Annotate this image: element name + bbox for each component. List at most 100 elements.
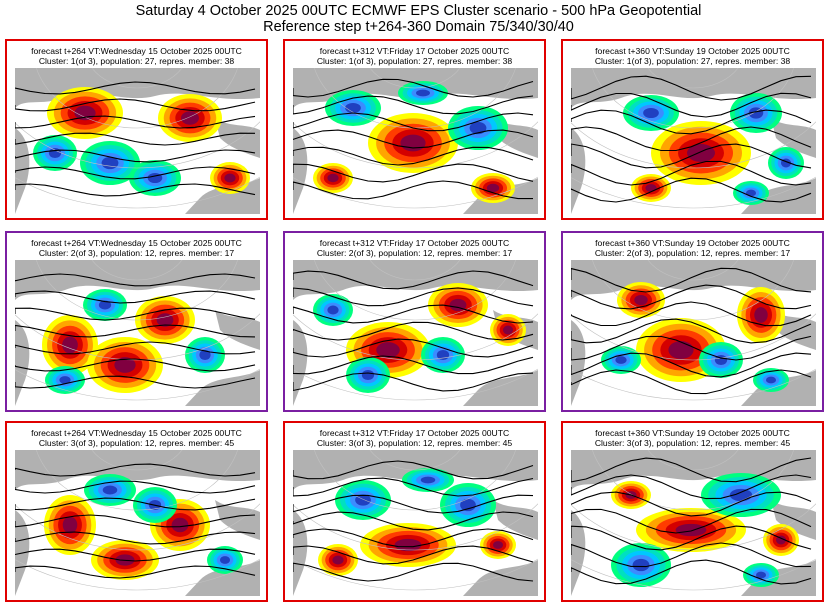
- geopotential-contour: [293, 270, 534, 290]
- geopotential-contour: [15, 149, 256, 163]
- land-mass: [741, 560, 816, 596]
- geopotential-contour: [293, 528, 534, 548]
- land-mass: [463, 560, 538, 596]
- graticule-line: [293, 503, 538, 551]
- map-layer: [571, 450, 816, 596]
- graticule-line: [592, 450, 794, 511]
- geopotential-contour: [15, 183, 256, 197]
- graticule-line: [36, 450, 238, 511]
- geopotential-contour: [293, 511, 534, 531]
- negative-anomaly-blob: [611, 543, 671, 587]
- land-mass: [741, 178, 816, 214]
- positive-anomaly-blob: [318, 544, 358, 576]
- positive-anomaly-blob: [360, 523, 456, 567]
- panel-cluster3-t312[interactable]: forecast t+312 VT:Friday 17 October 2025…: [283, 421, 546, 602]
- graticule-line: [91, 260, 183, 281]
- panel-cluster2-t360[interactable]: forecast t+360 VT:Sunday 19 October 2025…: [561, 231, 824, 412]
- geopotential-contour: [571, 160, 812, 186]
- geopotential-contour: [293, 321, 534, 341]
- geopotential-contour: [571, 301, 812, 327]
- graticule-line: [36, 260, 238, 321]
- anomaly-map: [293, 450, 538, 596]
- map-layer: [15, 68, 260, 214]
- geopotential-contour: [571, 335, 812, 361]
- geopotential-contour: [293, 355, 534, 375]
- land-mass: [571, 128, 586, 214]
- graticule-line: [15, 176, 260, 209]
- graticule-line: [293, 121, 538, 169]
- panel-cluster3-t360[interactable]: forecast t+360 VT:Sunday 19 October 2025…: [561, 421, 824, 602]
- panel-forecast-label: forecast t+264 VT:Wednesday 15 October 2…: [31, 46, 242, 56]
- geopotential-contour: [571, 369, 812, 395]
- geopotential-contour: [571, 177, 812, 203]
- graticule-line: [369, 450, 461, 471]
- panel-forecast-label: forecast t+312 VT:Friday 17 October 2025…: [319, 46, 510, 56]
- land-mass: [571, 510, 586, 596]
- geopotential-contour: [293, 545, 534, 565]
- positive-anomaly-blob: [44, 495, 96, 555]
- geopotential-contour: [15, 273, 256, 287]
- graticule-line: [293, 176, 538, 209]
- panel-cluster-label: Cluster: 1(of 3), population: 27, repres…: [316, 56, 513, 66]
- geopotential-contour: [293, 78, 534, 98]
- geopotential-contour: [15, 115, 256, 129]
- geopotential-contour: [15, 341, 256, 355]
- panel-cluster1-t360[interactable]: forecast t+360 VT:Sunday 19 October 2025…: [561, 39, 824, 220]
- land-mass: [185, 560, 260, 596]
- land-mass: [215, 310, 260, 350]
- negative-anomaly-blob: [402, 468, 454, 492]
- graticule-line: [571, 368, 816, 401]
- positive-anomaly-blob: [87, 337, 163, 393]
- geopotential-contour: [293, 338, 534, 358]
- geopotential-contour: [293, 287, 534, 307]
- panel-cluster2-t264[interactable]: forecast t+264 VT:Wednesday 15 October 2…: [5, 231, 268, 412]
- panel-forecast-label: forecast t+360 VT:Sunday 19 October 2025…: [595, 428, 790, 438]
- negative-anomaly-blob: [701, 473, 781, 517]
- geopotential-contour: [15, 290, 256, 304]
- geopotential-contour: [15, 132, 256, 146]
- land-mass: [493, 500, 538, 540]
- graticule-line: [314, 260, 516, 321]
- graticule-line: [571, 558, 816, 591]
- geopotential-contour: [15, 307, 256, 321]
- panel-cluster3-t264[interactable]: forecast t+264 VT:Wednesday 15 October 2…: [5, 421, 268, 602]
- negative-anomaly-blob: [768, 147, 804, 179]
- geopotential-contour: [15, 324, 256, 338]
- positive-anomaly-blob: [737, 287, 785, 343]
- panel-cluster1-t312[interactable]: forecast t+312 VT:Friday 17 October 2025…: [283, 39, 546, 220]
- geopotential-contour: [293, 304, 534, 324]
- geopotential-contour: [293, 372, 534, 392]
- land-mass: [185, 370, 260, 406]
- graticule-line: [36, 68, 238, 129]
- map-layer: [293, 450, 538, 596]
- geopotential-contour: [571, 525, 812, 551]
- panel-cluster1-t264[interactable]: forecast t+264 VT:Wednesday 15 October 2…: [5, 39, 268, 220]
- panel-cluster2-t312[interactable]: forecast t+312 VT:Friday 17 October 2025…: [283, 231, 546, 412]
- negative-anomaly-blob: [398, 81, 448, 105]
- positive-anomaly-blob: [42, 315, 98, 375]
- panel-cluster-label: Cluster: 3(of 3), population: 12, repres…: [594, 438, 791, 448]
- positive-anomaly-blob: [47, 87, 123, 139]
- geopotential-contour: [293, 146, 534, 166]
- geopotential-contour: [571, 267, 812, 293]
- positive-anomaly-blob: [368, 113, 458, 173]
- geopotential-contour: [571, 126, 812, 152]
- geopotential-contour: [293, 180, 533, 200]
- geopotential-contour: [293, 562, 534, 582]
- geopotential-contour: [15, 480, 256, 494]
- graticule-line: [369, 260, 461, 281]
- negative-anomaly-blob: [84, 474, 136, 506]
- negative-anomaly-blob: [699, 342, 743, 378]
- geopotential-contour: [571, 92, 812, 118]
- positive-anomaly-blob: [158, 94, 222, 142]
- graticule-line: [647, 68, 739, 89]
- positive-anomaly-blob: [346, 322, 430, 378]
- geopotential-contour: [571, 75, 812, 101]
- graticule-line: [571, 313, 816, 361]
- anomaly-map: [571, 260, 816, 406]
- graticule-line: [15, 558, 260, 591]
- panel-forecast-label: forecast t+264 VT:Wednesday 15 October 2…: [31, 428, 242, 438]
- map-layer: [293, 260, 538, 406]
- anomaly-map: [15, 260, 260, 406]
- geopotential-contour: [571, 559, 812, 585]
